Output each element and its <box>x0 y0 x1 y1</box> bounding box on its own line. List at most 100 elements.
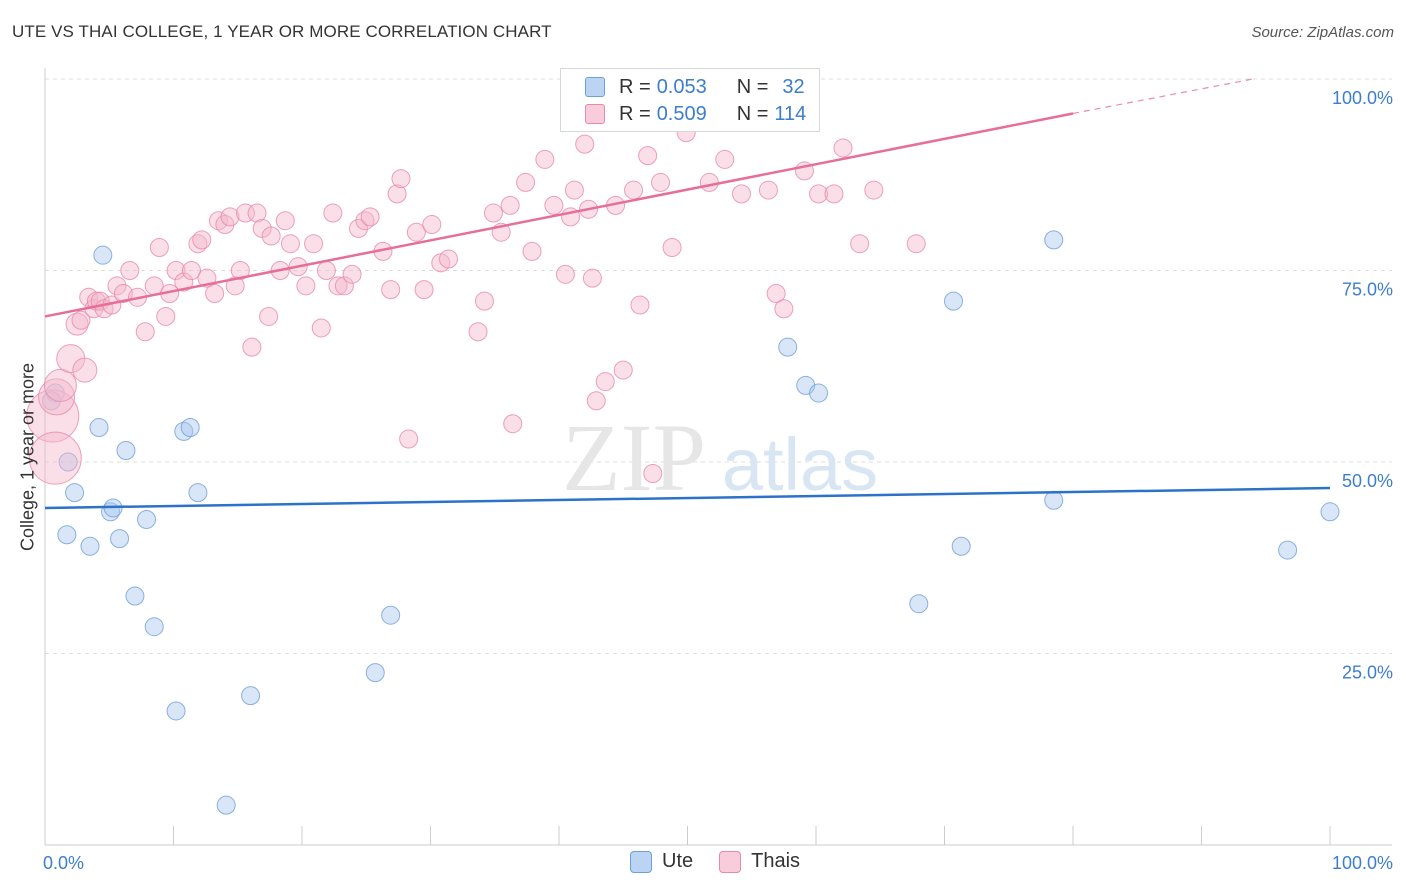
legend-r-value: 0.053 <box>656 75 707 98</box>
thais-point <box>342 264 362 284</box>
ute-point <box>216 795 236 815</box>
thais-point <box>316 261 336 280</box>
x-tick-label: 0.0% <box>43 853 84 873</box>
thais-point <box>149 238 169 258</box>
series-legend: Ute Thais <box>630 850 826 873</box>
thais-point <box>247 203 267 223</box>
ute-point <box>381 605 401 625</box>
ute-point <box>125 586 145 606</box>
legend-n-value: 114 <box>774 102 807 125</box>
thais-point <box>906 234 926 254</box>
ute-point <box>180 418 200 438</box>
thais-point <box>113 283 133 303</box>
ute-point <box>57 525 77 545</box>
thais-point <box>56 344 86 374</box>
thais-point <box>387 184 407 204</box>
thais-point <box>225 276 245 296</box>
thais-point <box>391 169 411 189</box>
ute-point <box>241 686 261 706</box>
correlation-legend: R = 0.053 N = 32 R = 0.509 N = 114 <box>560 68 820 132</box>
thais-point <box>414 280 434 300</box>
thais-point <box>360 207 380 227</box>
thais-point <box>28 431 82 485</box>
watermark-atlas: atlas <box>722 423 878 506</box>
thais-trend-line <box>44 112 1074 318</box>
ute-point <box>144 617 164 637</box>
legend-r-label: R = <box>619 75 651 98</box>
thais-point <box>334 276 354 296</box>
ute-point <box>93 245 113 265</box>
thais-point <box>220 207 240 227</box>
ute-point <box>116 441 136 461</box>
thais-point <box>500 195 520 215</box>
y-axis-label: College, 1 year or more <box>17 362 38 552</box>
thais-point <box>166 261 186 280</box>
thais-point <box>715 149 735 169</box>
thais-point <box>638 146 658 166</box>
y-tick-label: 75.0% <box>1342 280 1393 300</box>
ute-point <box>89 418 109 438</box>
tick-labels: 25.0% 50.0% 75.0% 100.0% 0.0% 100.0% <box>43 88 1393 873</box>
thais-point <box>311 318 331 338</box>
thais-point <box>304 234 324 254</box>
thais-point <box>662 238 682 258</box>
thais-point <box>38 378 76 416</box>
chart-title: UTE VS THAI COLLEGE, 1 YEAR OR MORE CORR… <box>12 22 552 41</box>
thais-point <box>349 218 369 238</box>
thais-point <box>43 368 77 402</box>
thais-point <box>72 357 98 383</box>
thais-point <box>624 180 644 200</box>
thais-point <box>205 283 225 303</box>
thais-point <box>323 203 343 223</box>
thais-point <box>181 261 201 280</box>
ute-point <box>110 529 130 549</box>
thais-point <box>774 299 794 319</box>
ute-point <box>188 483 208 503</box>
thais-point <box>156 306 176 326</box>
ute-point <box>1044 490 1064 510</box>
thais-points <box>26 123 926 485</box>
ute-point <box>41 391 61 411</box>
ute-point <box>365 663 385 683</box>
thais-point <box>355 211 375 231</box>
thais-point <box>483 203 503 223</box>
thais-point <box>850 234 870 254</box>
thais-swatch <box>719 850 742 873</box>
thais-point <box>135 322 155 342</box>
thais-point <box>381 280 401 300</box>
legend-item-ute[interactable]: Ute <box>630 850 693 873</box>
grid-lines <box>45 78 1392 654</box>
ute-point <box>951 536 971 556</box>
thais-point <box>544 195 564 215</box>
thais-point <box>192 230 212 250</box>
thais-point <box>174 272 194 292</box>
watermark: ZIP atlas <box>562 404 878 511</box>
thais-point <box>522 241 542 261</box>
thais-point <box>699 172 719 192</box>
thais-swatch <box>585 104 605 124</box>
legend-n-label: N = <box>736 102 769 125</box>
thais-point <box>71 310 91 330</box>
thais-point <box>438 249 458 269</box>
legend-item-thais[interactable]: Thais <box>719 850 800 873</box>
thais-point <box>595 372 615 392</box>
thais-point <box>120 261 140 280</box>
ute-swatch <box>630 850 652 873</box>
thais-point <box>555 264 575 284</box>
thais-point <box>296 276 316 296</box>
thais-point <box>833 138 853 158</box>
ute-point <box>1044 230 1064 250</box>
thais-point <box>261 226 281 246</box>
thais-point <box>516 172 536 192</box>
ute-point <box>909 594 929 614</box>
watermark-zip: ZIP <box>562 404 706 511</box>
thais-point <box>107 276 127 296</box>
thais-point <box>613 360 633 380</box>
thais-point <box>651 172 671 192</box>
ute-point <box>65 483 85 503</box>
y-tick-label: 100.0% <box>1332 88 1393 108</box>
thais-point <box>643 463 663 483</box>
legend-n-value: 32 <box>782 75 805 98</box>
thais-point <box>230 261 250 280</box>
